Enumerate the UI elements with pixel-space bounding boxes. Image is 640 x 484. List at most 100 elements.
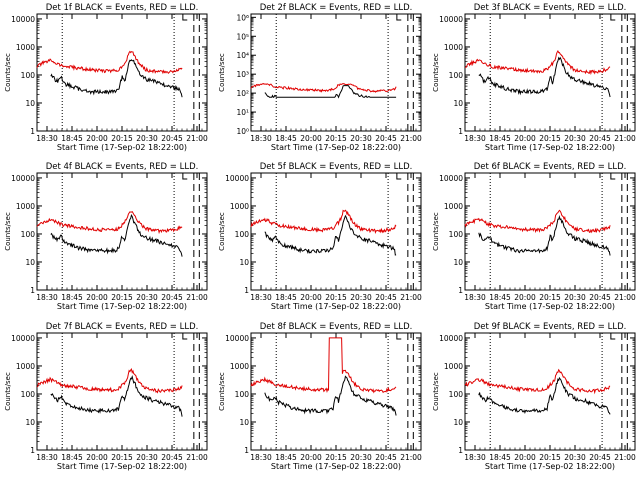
marker-bracket bbox=[396, 333, 402, 340]
x-tick-label: 20:15 bbox=[539, 453, 561, 462]
y-tick-label: 1000 bbox=[230, 202, 249, 211]
y-tick-label: 10000 bbox=[225, 174, 249, 183]
x-tick-label: 20:00 bbox=[86, 134, 108, 143]
y-tick-label: 1000 bbox=[444, 202, 463, 211]
x-tick-label: 20:30 bbox=[350, 293, 372, 302]
series-events-line bbox=[264, 375, 397, 416]
x-tick-label: 21:00 bbox=[186, 134, 208, 143]
y-tick-label: 10 bbox=[239, 258, 249, 267]
y-tick-label: 1000 bbox=[444, 43, 463, 52]
x-tick-label: 18:30 bbox=[464, 293, 486, 302]
marker-bracket bbox=[182, 173, 188, 180]
series-lld-line bbox=[36, 50, 183, 75]
marker-bracket bbox=[396, 173, 402, 180]
panel-title: Det 7f BLACK = Events, RED = LLD. bbox=[46, 322, 199, 332]
x-tick-label: 20:45 bbox=[589, 134, 611, 143]
y-tick-label: 100 bbox=[21, 71, 36, 80]
y-tick-label: 1 bbox=[30, 286, 35, 295]
x-tick-label: 18:30 bbox=[464, 134, 486, 143]
x-tick-label: 20:45 bbox=[589, 453, 611, 462]
x-tick-label: 20:15 bbox=[325, 453, 347, 462]
x-tick-label: 21:00 bbox=[186, 453, 208, 462]
y-tick-label: 1000 bbox=[16, 202, 35, 211]
panel-det-4: Det 4f BLACK = Events, RED = LLD. 1 10 100 1… bbox=[4, 162, 208, 311]
x-tick-label: 20:45 bbox=[375, 134, 397, 143]
x-tick-label: 21:00 bbox=[400, 453, 422, 462]
panel-title: Det 4f BLACK = Events, RED = LLD. bbox=[46, 162, 199, 172]
x-axis-label: Start Time (17-Sep-02 18:22:00) bbox=[57, 143, 187, 152]
x-tick-label: 18:30 bbox=[464, 453, 486, 462]
x-tick-label: 18:30 bbox=[36, 453, 58, 462]
panel-title: Det 2f BLACK = Events, RED = LLD. bbox=[260, 3, 413, 13]
x-tick-label: 20:15 bbox=[539, 134, 561, 143]
y-tick-label: 10000 bbox=[11, 15, 35, 24]
panel-det-3: Det 3f BLACK = Events, RED = LLD. 1 10 100 1… bbox=[432, 3, 636, 152]
x-axis-label: Start Time (17-Sep-02 18:22:00) bbox=[485, 462, 615, 471]
y-tick-label: 1 bbox=[458, 446, 463, 455]
panel-title: Det 6f BLACK = Events, RED = LLD. bbox=[474, 162, 627, 172]
x-tick-label: 20:30 bbox=[350, 453, 372, 462]
y-tick-label: 100 bbox=[21, 390, 36, 399]
series-events-line bbox=[50, 375, 183, 417]
y-tick-label: 100 bbox=[449, 390, 464, 399]
series-lld-line bbox=[465, 49, 611, 76]
y-tick-label: 10 bbox=[25, 99, 35, 108]
y-tick-label: 10⁴ bbox=[236, 51, 249, 60]
panel-title: Det 8f BLACK = Events, RED = LLD. bbox=[260, 322, 413, 332]
series-events-line bbox=[264, 85, 397, 99]
marker-bracket bbox=[396, 14, 402, 21]
y-tick-label: 1 bbox=[458, 127, 463, 136]
y-tick-label: 1000 bbox=[230, 362, 249, 371]
series-lld-line bbox=[36, 367, 183, 394]
x-tick-label: 18:45 bbox=[61, 134, 83, 143]
x-tick-label: 21:00 bbox=[400, 134, 422, 143]
x-tick-label: 20:15 bbox=[325, 293, 347, 302]
marker-bracket bbox=[610, 14, 616, 21]
series-lld-line bbox=[250, 209, 397, 234]
series-lld-line bbox=[464, 209, 611, 234]
marker-bracket bbox=[182, 333, 188, 340]
x-tick-label: 20:45 bbox=[375, 293, 397, 302]
x-tick-label: 20:45 bbox=[589, 293, 611, 302]
y-axis-label: Counts/sec bbox=[218, 372, 226, 411]
marker-bracket bbox=[610, 333, 616, 340]
y-tick-label: 10¹ bbox=[236, 108, 249, 117]
y-axis-label: Counts/sec bbox=[4, 372, 12, 411]
y-tick-label: 10000 bbox=[439, 174, 463, 183]
panel-title: Det 1f BLACK = Events, RED = LLD. bbox=[46, 3, 199, 13]
panel-det-9: Det 9f BLACK = Events, RED = LLD. 1 10 100 1… bbox=[432, 322, 636, 471]
x-tick-label: 18:30 bbox=[250, 134, 272, 143]
y-tick-label: 10000 bbox=[11, 174, 35, 183]
x-tick-label: 20:00 bbox=[300, 453, 322, 462]
x-tick-label: 20:00 bbox=[300, 293, 322, 302]
y-tick-label: 10⁵ bbox=[236, 32, 249, 41]
y-tick-label: 10000 bbox=[439, 334, 463, 343]
series-lld-line bbox=[464, 368, 611, 395]
panel-det-6: Det 6f BLACK = Events, RED = LLD. 1 10 100 1… bbox=[432, 162, 636, 311]
y-axis-label: Counts/sec bbox=[218, 53, 226, 92]
panel-det-8: Det 8f BLACK = Events, RED = LLD. 1 10 100 1… bbox=[218, 322, 422, 471]
marker-bracket bbox=[182, 14, 188, 21]
marker-bracket bbox=[610, 173, 616, 180]
y-tick-label: 1000 bbox=[16, 43, 35, 52]
x-axis-label: Start Time (17-Sep-02 18:22:00) bbox=[57, 462, 187, 471]
y-tick-label: 1 bbox=[244, 286, 249, 295]
x-tick-label: 20:30 bbox=[136, 134, 158, 143]
x-tick-label: 20:15 bbox=[111, 134, 133, 143]
y-axis-label: Counts/sec bbox=[218, 212, 226, 251]
panel-title: Det 3f BLACK = Events, RED = LLD. bbox=[474, 3, 627, 13]
x-tick-label: 20:00 bbox=[86, 453, 108, 462]
panel-det-2: Det 2f BLACK = Events, RED = LLD. 10⁰ 10¹ 1… bbox=[218, 3, 422, 152]
y-tick-label: 10 bbox=[453, 99, 463, 108]
x-tick-label: 21:00 bbox=[400, 293, 422, 302]
y-tick-label: 1 bbox=[30, 127, 35, 136]
y-tick-label: 10 bbox=[25, 258, 35, 267]
x-tick-label: 20:15 bbox=[111, 453, 133, 462]
x-tick-label: 20:00 bbox=[514, 453, 536, 462]
y-tick-label: 10000 bbox=[439, 15, 463, 24]
x-tick-label: 18:45 bbox=[489, 293, 511, 302]
y-axis-label: Counts/sec bbox=[432, 212, 440, 251]
y-tick-label: 10 bbox=[25, 418, 35, 427]
series-events-line bbox=[264, 214, 397, 256]
